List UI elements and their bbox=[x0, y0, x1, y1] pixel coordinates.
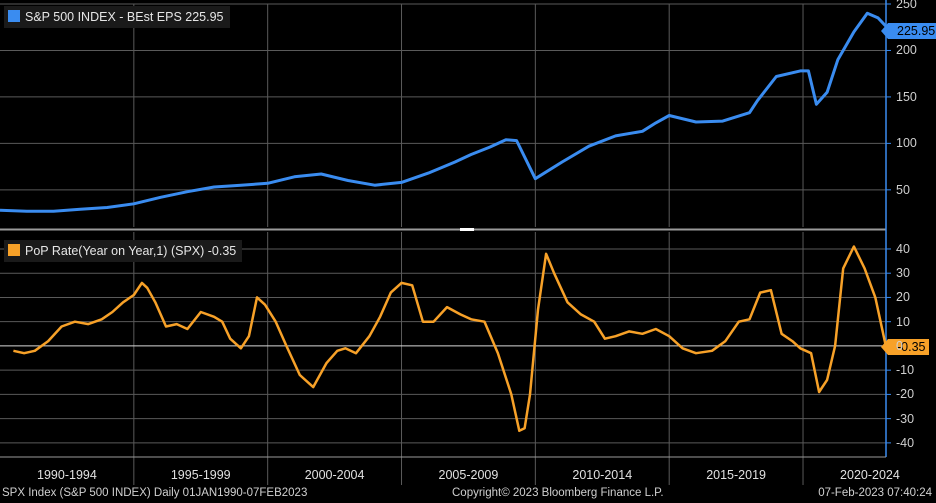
yoy-legend-label: PoP Rate(Year on Year,1) (SPX) -0.35 bbox=[25, 244, 237, 258]
yoy-legend-swatch bbox=[8, 244, 20, 256]
eps-legend: S&P 500 INDEX - BEst EPS 225.95 bbox=[4, 6, 230, 28]
y-tick-label: 50 bbox=[896, 182, 910, 197]
eps-series-line bbox=[0, 11, 888, 213]
yoy-rate-series-line bbox=[13, 245, 888, 433]
y-tick-label: 150 bbox=[896, 89, 917, 104]
y-tick-label: 20 bbox=[896, 290, 910, 305]
y-tick-label: -30 bbox=[896, 411, 915, 426]
x-tick-label: 2015-2019 bbox=[706, 468, 766, 482]
bottom-panel-gridlines bbox=[0, 232, 886, 485]
y-tick-label: 250 bbox=[896, 0, 917, 11]
y-tick-label: 10 bbox=[896, 314, 910, 329]
y-tick-label: -20 bbox=[896, 387, 915, 402]
eps-legend-label: S&P 500 INDEX - BEst EPS 225.95 bbox=[25, 10, 224, 24]
y-tick-label: 200 bbox=[896, 43, 917, 58]
x-tick-label: 2020-2024 bbox=[840, 468, 900, 482]
yoy-last-value-tag: -0.35 bbox=[881, 339, 929, 355]
y-tick-label: 100 bbox=[896, 136, 917, 151]
footer-timestamp: 07-Feb-2023 07:40:24 bbox=[818, 487, 932, 499]
y-tick-label: 0 bbox=[896, 338, 903, 353]
eps-last-value-tag: 225.95 bbox=[880, 23, 936, 39]
y-tick-label: 30 bbox=[896, 266, 910, 281]
x-tick-label: 2000-2004 bbox=[304, 468, 365, 482]
x-tick-label: 1990-1994 bbox=[37, 468, 97, 482]
footer-copyright: Copyright© 2023 Bloomberg Finance L.P. bbox=[452, 487, 664, 499]
y-tick-label: 40 bbox=[896, 241, 910, 256]
y-tick-label: -40 bbox=[896, 435, 915, 450]
x-tick-label: 2010-2014 bbox=[572, 468, 633, 482]
footer-security-description: SPX Index (S&P 500 INDEX) Daily 01JAN199… bbox=[2, 487, 308, 499]
eps-legend-swatch bbox=[8, 10, 20, 22]
x-tick-label: 2005-2009 bbox=[438, 468, 499, 482]
chart-frame bbox=[0, 0, 891, 458]
x-tick-label: 1995-1999 bbox=[170, 468, 231, 482]
top-panel-gridlines bbox=[0, 3, 886, 227]
yoy-legend: PoP Rate(Year on Year,1) (SPX) -0.35 bbox=[4, 240, 243, 262]
y-tick-label: -10 bbox=[896, 363, 915, 378]
